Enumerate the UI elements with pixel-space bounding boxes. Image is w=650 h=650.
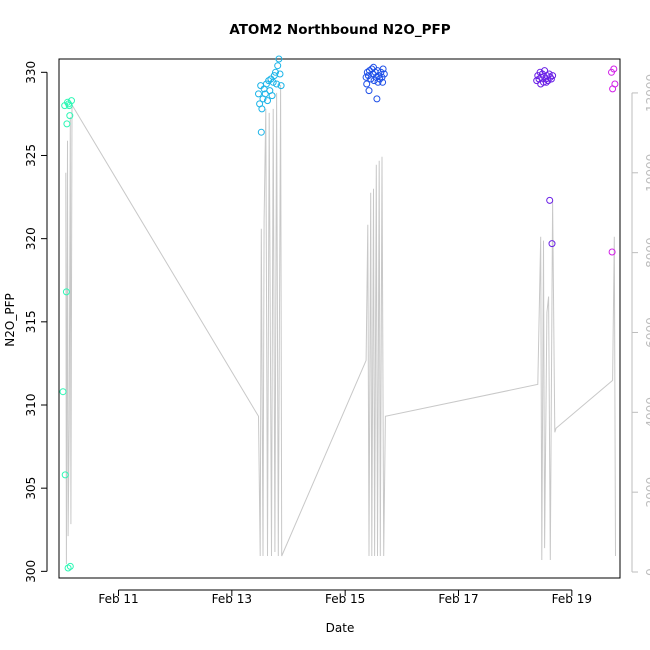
data-point <box>268 92 276 100</box>
data-point <box>542 78 550 86</box>
x-tick-label: Feb 19 <box>552 592 592 606</box>
data-point <box>546 196 554 204</box>
data-point <box>363 80 371 88</box>
data-point <box>63 120 71 128</box>
y-axis-label: N2O_PFP <box>3 293 17 346</box>
data-point <box>610 65 618 73</box>
n2o-series <box>59 55 619 572</box>
data-point <box>549 72 557 80</box>
data-point <box>261 90 269 98</box>
axes: 300 305 310 315 320 325 330 0 2000 4000 6000 8000 10… <box>24 61 650 606</box>
y-right-tick-label: 6000 <box>644 317 650 348</box>
altitude-series <box>65 84 616 565</box>
data-point <box>535 75 543 83</box>
data-point <box>264 97 271 105</box>
data-point <box>547 75 555 83</box>
y-right-tick-label: 0 <box>644 568 650 576</box>
data-point <box>68 97 75 105</box>
data-point <box>379 78 387 86</box>
x-axis-label: Date <box>326 621 355 635</box>
y-right-tick-label: 10000 <box>644 154 650 192</box>
y-right-tick-label: 12000 <box>644 74 650 112</box>
data-point <box>257 128 265 136</box>
y-left-tick-label: 300 <box>24 560 38 583</box>
data-point <box>274 62 282 70</box>
y-right-tick-label: 8000 <box>644 237 650 268</box>
y-left-tick-label: 320 <box>24 227 38 250</box>
data-point <box>275 55 283 63</box>
data-point <box>64 564 72 572</box>
data-point <box>59 388 67 396</box>
plot-frame <box>58 58 621 579</box>
data-point <box>62 288 70 296</box>
data-point <box>66 562 74 570</box>
data-point <box>374 78 382 86</box>
x-tick-label: Feb 13 <box>212 592 252 606</box>
data-point <box>273 80 281 88</box>
data-point <box>265 77 273 85</box>
data-point <box>365 87 373 95</box>
y-right-tick-label: 2000 <box>644 477 650 508</box>
data-point <box>370 63 377 71</box>
x-tick-label: Feb 11 <box>98 592 138 606</box>
data-point <box>373 95 381 103</box>
data-point <box>61 471 69 479</box>
data-point <box>611 80 619 88</box>
data-point <box>379 65 387 73</box>
data-point <box>380 70 388 78</box>
data-point <box>272 68 279 76</box>
data-point <box>277 82 285 90</box>
data-point <box>255 90 262 98</box>
data-point <box>257 82 265 90</box>
chart-title: ATOM2 Northbound N2O_PFP <box>229 22 450 38</box>
x-tick-label: Feb 17 <box>438 592 478 606</box>
x-tick-label: Feb 15 <box>325 592 365 606</box>
altitude-line <box>65 84 616 565</box>
data-point <box>258 105 266 113</box>
data-point <box>66 112 74 120</box>
data-point <box>276 70 284 78</box>
data-point <box>608 248 616 256</box>
y-left-tick-label: 315 <box>24 310 38 333</box>
y-left-tick-label: 305 <box>24 477 38 500</box>
data-point <box>269 78 277 86</box>
y-right-tick-label: 4000 <box>644 397 650 428</box>
y-left-tick-label: 310 <box>24 394 38 417</box>
data-point <box>548 240 556 248</box>
y-left-tick-label: 330 <box>24 61 38 84</box>
y-left-tick-label: 325 <box>24 144 38 167</box>
data-point <box>64 98 71 106</box>
